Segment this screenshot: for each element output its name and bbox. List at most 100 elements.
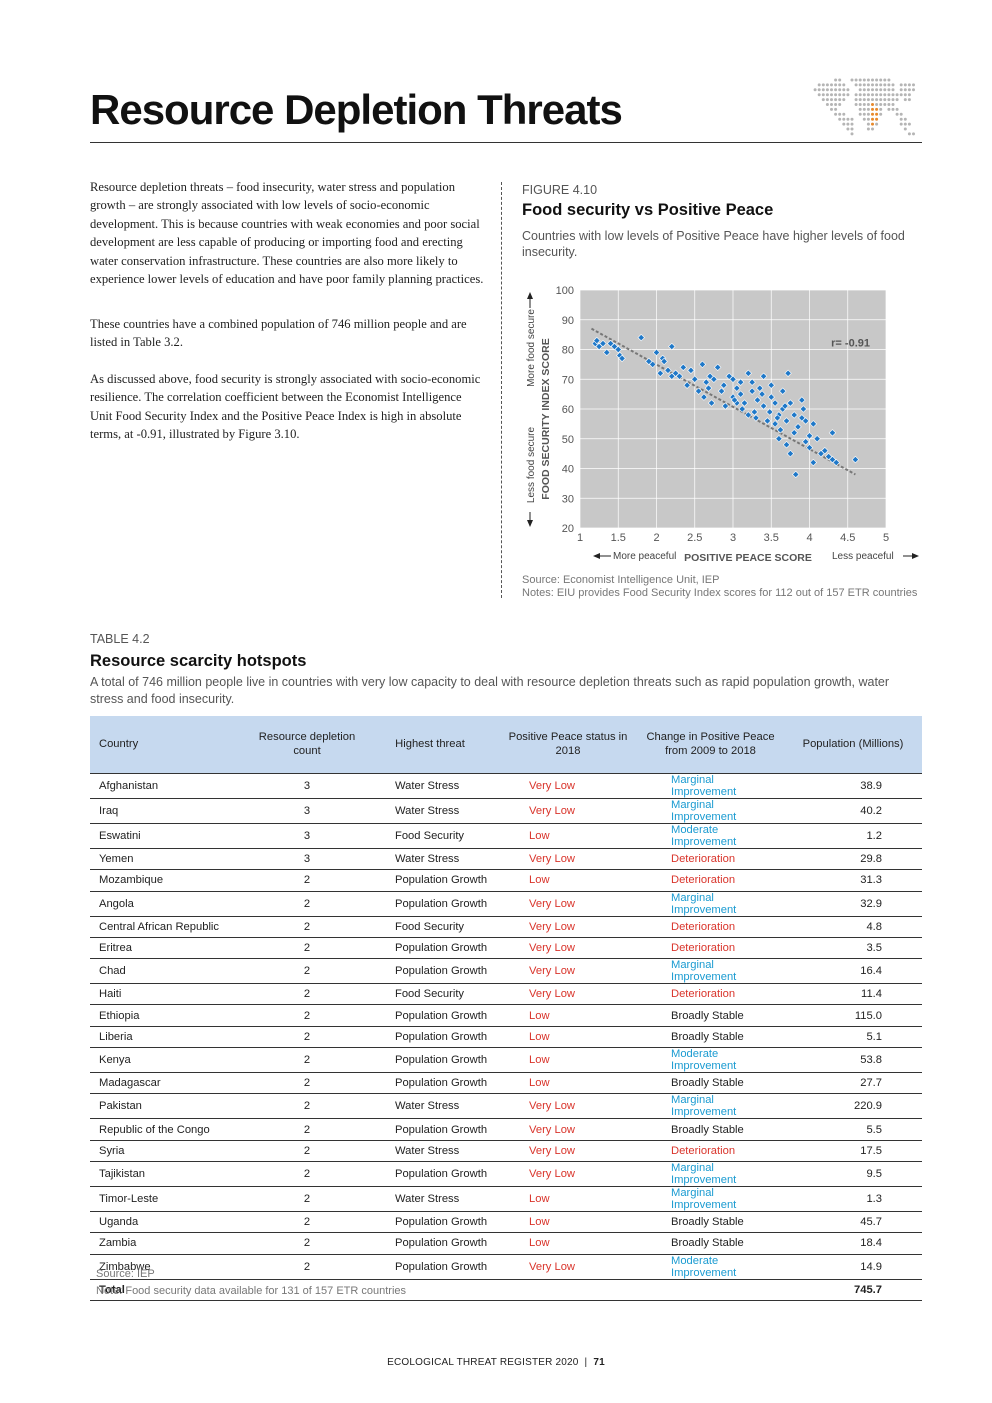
cell-country: Kenya <box>90 1047 253 1074</box>
map-dot <box>883 88 887 92</box>
map-dot <box>850 122 854 126</box>
map-dot <box>825 103 829 106</box>
up-arrow-icon <box>527 292 533 299</box>
map-dot <box>891 83 895 87</box>
map-dot <box>813 88 817 92</box>
cell-pop: 27.7 <box>784 1072 922 1095</box>
map-dot <box>862 93 866 97</box>
map-dot <box>875 78 879 82</box>
cell-count: 3 <box>253 773 361 799</box>
data-point <box>753 396 762 404</box>
total-empty-cell <box>253 1279 361 1301</box>
map-dot <box>838 103 842 106</box>
table-total-row: Total 745.7 <box>90 1279 922 1301</box>
y-tick-label: 60 <box>562 404 574 416</box>
map-dot <box>858 107 862 111</box>
cell-pop: 1.3 <box>784 1186 922 1212</box>
data-point <box>603 348 611 357</box>
data-point <box>792 470 800 479</box>
x-tick-label: 3.5 <box>764 532 779 544</box>
cell-change: Marginal Improvement <box>637 773 784 799</box>
map-dot <box>907 98 911 102</box>
data-point <box>730 396 739 404</box>
cell-threat: Water Stress <box>361 1186 499 1212</box>
data-point <box>729 375 737 383</box>
map-dot <box>871 122 874 126</box>
table-row: Timor-Leste 2 Water Stress Low Marginal Impr… <box>90 1186 922 1212</box>
data-point <box>744 411 752 419</box>
data-point <box>700 393 708 401</box>
right-arrow-icon <box>912 553 919 559</box>
cell-threat: Population Growth <box>361 1072 499 1095</box>
map-dot <box>871 83 874 87</box>
data-point <box>738 405 746 413</box>
cell-country: Afghanistan <box>90 773 253 799</box>
cell-status: Low <box>499 1211 637 1234</box>
map-dot <box>830 83 833 87</box>
cell-status: Low <box>499 1047 637 1074</box>
map-dot <box>817 88 821 92</box>
column-divider <box>501 182 502 598</box>
map-dot <box>879 103 883 106</box>
cell-status: Very Low <box>499 983 637 1006</box>
data-point <box>744 369 752 377</box>
header-country: Country <box>90 716 253 774</box>
map-dot <box>825 98 829 102</box>
map-dot <box>834 107 838 111</box>
data-point <box>786 449 795 458</box>
data-point <box>618 354 626 363</box>
cell-threat: Population Growth <box>361 958 499 985</box>
cell-pop: 40.2 <box>784 798 922 824</box>
map-dot <box>842 83 846 87</box>
table-row: Pakistan 2 Water Stress Very Low Marginal Im… <box>90 1093 922 1120</box>
data-point <box>721 402 730 410</box>
data-point <box>593 336 601 345</box>
map-dot <box>850 132 854 136</box>
data-point <box>767 381 775 389</box>
x-tick-label: 1 <box>577 532 583 544</box>
cell-count: 2 <box>253 1004 361 1027</box>
data-point <box>736 390 745 398</box>
map-dot <box>879 83 883 87</box>
data-point <box>776 426 785 434</box>
cell-status: Very Low <box>499 1118 637 1141</box>
map-dot <box>842 88 846 92</box>
table-row: Yemen 3 Water Stress Very Low Deterioration 2… <box>90 848 922 871</box>
table-header-row: Country Resource depletion count Highest… <box>90 716 922 774</box>
cell-pop: 16.4 <box>784 958 922 985</box>
map-dot <box>862 103 866 106</box>
data-point <box>733 384 741 392</box>
map-dot <box>871 78 874 82</box>
map-dot <box>899 112 903 116</box>
map-dot <box>862 78 866 82</box>
table-row: Mozambique 2 Population Growth Low Deteriora… <box>90 869 922 892</box>
data-point <box>717 387 726 395</box>
map-dot <box>838 112 842 116</box>
cell-threat: Population Growth <box>361 1004 499 1027</box>
map-dot <box>821 98 825 102</box>
hotspots-table: Country Resource depletion count Highest… <box>90 716 922 1301</box>
cell-country: Mozambique <box>90 869 253 892</box>
data-point <box>801 417 810 425</box>
cell-change: Deterioration <box>637 1140 784 1162</box>
table-row: Syria 2 Water Stress Very Low Deterioration 1… <box>90 1140 922 1162</box>
data-point <box>781 402 789 410</box>
data-point <box>782 417 791 425</box>
map-dot <box>871 112 874 116</box>
y-tick-label: 40 <box>562 464 574 476</box>
cell-count: 3 <box>253 823 361 849</box>
header-count: Resource depletion count <box>253 716 361 774</box>
data-point <box>798 396 806 404</box>
cell-count: 2 <box>253 1118 361 1141</box>
data-point <box>614 345 622 354</box>
map-dot <box>854 98 858 102</box>
data-point <box>779 387 787 395</box>
cell-change: Marginal Improvement <box>637 891 784 917</box>
map-dot <box>834 88 838 92</box>
x-tick-label: 3 <box>730 532 736 544</box>
cell-country: Angola <box>90 891 253 917</box>
header-threat: Highest threat <box>361 716 499 774</box>
cell-country: Republic of the Congo <box>90 1118 253 1141</box>
map-dot <box>858 93 862 97</box>
map-dot <box>903 127 907 131</box>
